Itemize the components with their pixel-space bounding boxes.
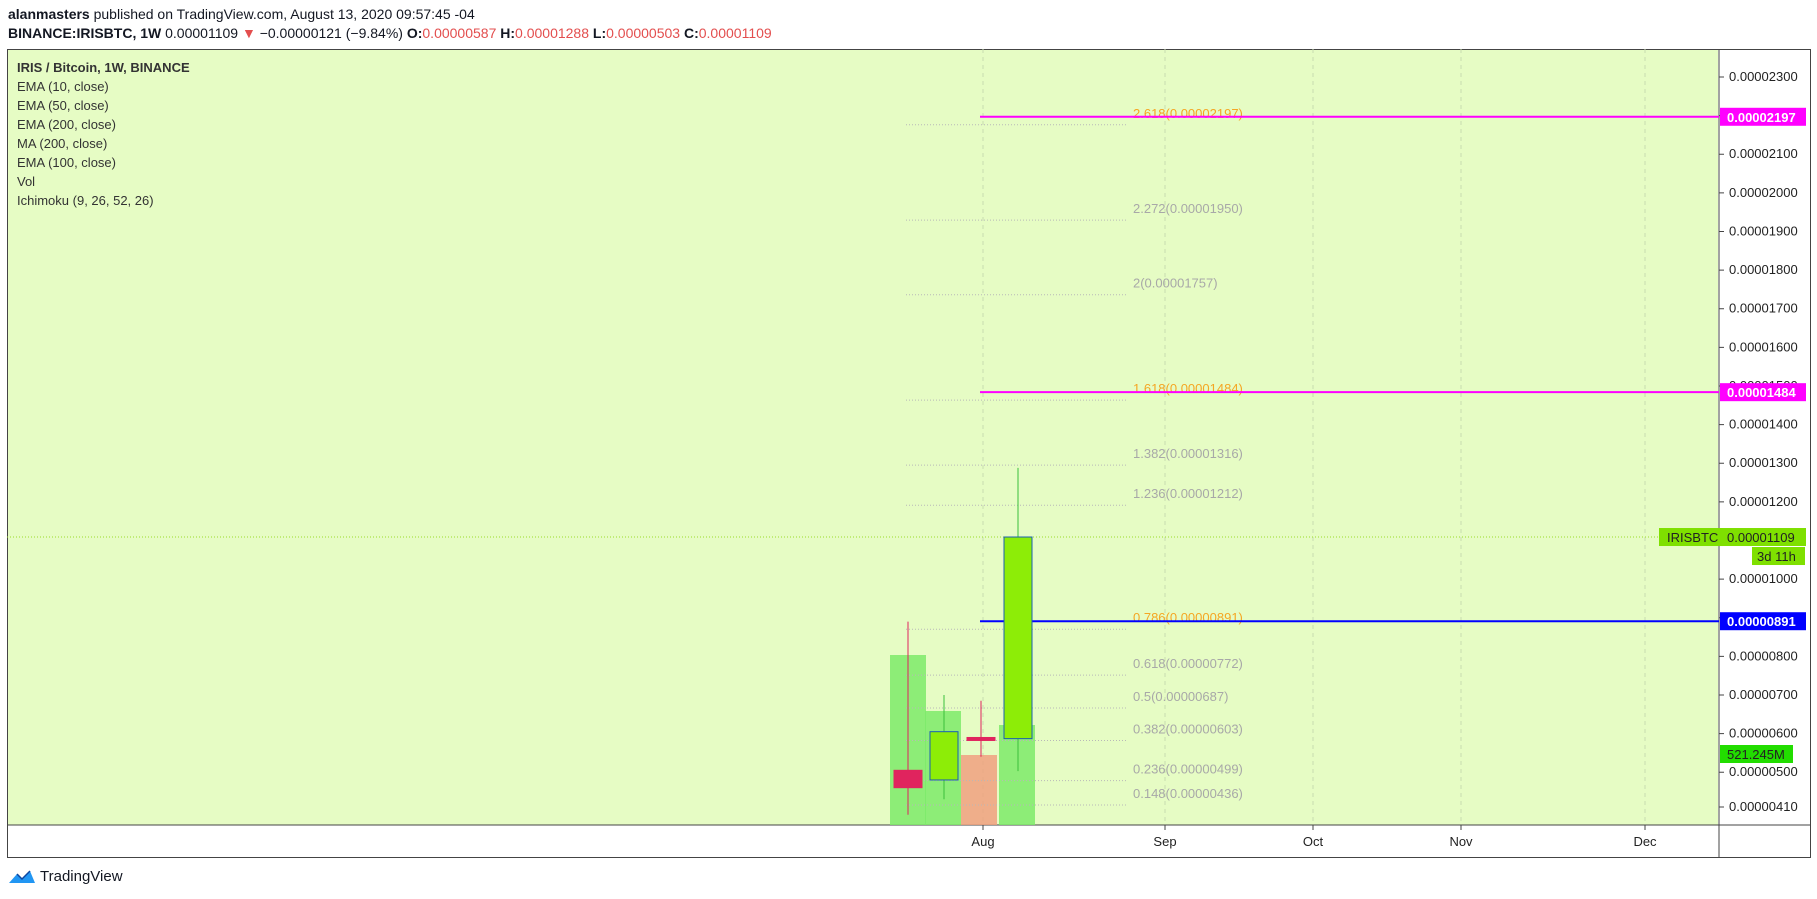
last-price-tag-label: 0.00001109	[1727, 530, 1795, 545]
volume-bar	[961, 755, 997, 825]
volume-bar	[999, 725, 1035, 825]
price-tag-label: 0.00002197	[1727, 110, 1796, 125]
candle-body[interactable]	[893, 769, 923, 789]
symbol-label: BINANCE:IRISBTC, 1W	[8, 25, 162, 41]
brand-name: TradingView	[40, 868, 123, 885]
legend-item-2: EMA (50, close)	[17, 98, 109, 113]
ohlc-info: BINANCE:IRISBTC, 1W 0.00001109 ▼ −0.0000…	[8, 24, 772, 43]
fib-level-label: 0.618(0.00000772)	[1133, 656, 1243, 671]
y-tick-label: 0.00000410	[1729, 799, 1798, 814]
price-tag	[1720, 383, 1806, 402]
fib-level-label: 1.236(0.00001212)	[1133, 486, 1243, 501]
published-text: published on TradingView.com, August 13,…	[93, 6, 475, 22]
y-tick-label: 0.00000800	[1729, 648, 1798, 663]
legend-item-5: EMA (100, close)	[17, 155, 116, 170]
y-tick-label: 0.00001900	[1729, 223, 1798, 238]
price-axis-area	[1719, 49, 1810, 825]
symbol-tag-label: IRISBTC	[1667, 530, 1718, 545]
down-arrow-icon: ▼	[241, 25, 256, 41]
open-label: O:	[406, 25, 423, 41]
legend-item-7: Ichimoku (9, 26, 52, 26)	[17, 193, 154, 208]
candle-body[interactable]	[966, 736, 996, 741]
fib-level-label: 0.382(0.00000603)	[1133, 721, 1243, 736]
y-tick-label: 0.00001800	[1729, 262, 1798, 277]
low-value: 0.00000503	[606, 25, 681, 41]
x-tick-label: Oct	[1303, 834, 1324, 849]
time-axis-area	[7, 825, 1810, 857]
price-tag	[1720, 612, 1806, 631]
y-tick-label: 0.00002100	[1729, 146, 1798, 161]
open-value: 0.00000587	[422, 25, 497, 41]
legend-item-6: Vol	[17, 174, 35, 189]
x-tick-label: Sep	[1153, 834, 1176, 849]
close-value: 0.00001109	[698, 25, 772, 41]
x-tick-label: Aug	[971, 834, 994, 849]
fib-level-label: 1.618(0.00001484)	[1133, 381, 1243, 396]
last-price-tag	[1720, 528, 1806, 547]
legend-item-1: EMA (10, close)	[17, 79, 109, 94]
author-name[interactable]: alanmasters	[8, 6, 90, 22]
x-tick-label: Nov	[1449, 834, 1473, 849]
close-label: C:	[683, 25, 699, 41]
y-tick-label: 0.00001000	[1729, 571, 1798, 586]
high-label: H:	[500, 25, 516, 41]
fib-level-label: 2.618(0.00002197)	[1133, 106, 1243, 121]
chart-background	[7, 49, 1718, 825]
high-value: 0.00001288	[515, 25, 589, 41]
fib-level-label: 0.148(0.00000436)	[1133, 786, 1243, 801]
y-tick-label: 0.00001700	[1729, 301, 1798, 316]
y-tick-label: 0.00000700	[1729, 687, 1798, 702]
price-chart[interactable]: 0.00000410 0.00000500 0.00000600 0.00000700…	[0, 0, 1817, 860]
tradingview-logo-icon	[9, 869, 35, 883]
price-tag	[1720, 107, 1806, 126]
legend-item-0: IRIS / Bitcoin, 1W, BINANCE	[17, 60, 190, 75]
price-tag-label: 0.00001484	[1727, 385, 1796, 400]
legend-item-3: EMA (200, close)	[17, 117, 116, 132]
y-tick-label: 0.00001200	[1729, 494, 1798, 509]
candle-body[interactable]	[929, 731, 959, 781]
volume-tag	[1720, 745, 1793, 763]
countdown-tag-label: 3d 11h	[1757, 549, 1796, 564]
low-label: L:	[592, 25, 607, 41]
y-tick-label: 0.00001400	[1729, 417, 1798, 432]
publish-info: alanmasters published on TradingView.com…	[8, 5, 475, 24]
y-tick-label: 0.00002300	[1729, 69, 1798, 84]
footer-brand[interactable]: TradingView	[8, 868, 123, 885]
price-change: −0.00000121 (−9.84%)	[259, 25, 403, 41]
countdown-tag	[1752, 547, 1805, 566]
chart-frame	[7, 49, 1811, 858]
price-tag-label: 0.00000891	[1727, 614, 1796, 629]
volume-tag-label: 521.245M	[1727, 747, 1785, 762]
last-price: 0.00001109	[165, 25, 239, 41]
candle-body[interactable]	[1003, 536, 1033, 740]
y-tick-label: 0.00000500	[1729, 764, 1798, 779]
fib-level-label: 0.5(0.00000687)	[1133, 689, 1228, 704]
y-tick-label: 0.00001300	[1729, 455, 1798, 470]
fib-level-label: 1.382(0.00001316)	[1133, 446, 1243, 461]
fib-level-label: 2.272(0.00001950)	[1133, 201, 1243, 216]
x-tick-label: Dec	[1633, 834, 1657, 849]
y-tick-label: 0.00002000	[1729, 185, 1798, 200]
y-tick-label: 0.00001600	[1729, 339, 1798, 354]
symbol-tag	[1659, 528, 1723, 547]
y-tick-label: 0.00000600	[1729, 726, 1798, 741]
legend-item-4: MA (200, close)	[17, 136, 107, 151]
fib-level-label: 0.786(0.00000891)	[1133, 610, 1243, 625]
fib-level-label: 0.236(0.00000499)	[1133, 762, 1243, 777]
fib-level-label: 2(0.00001757)	[1133, 276, 1218, 291]
